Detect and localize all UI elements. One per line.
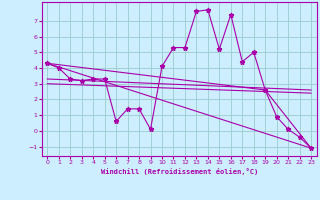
X-axis label: Windchill (Refroidissement éolien,°C): Windchill (Refroidissement éolien,°C)	[100, 168, 258, 175]
